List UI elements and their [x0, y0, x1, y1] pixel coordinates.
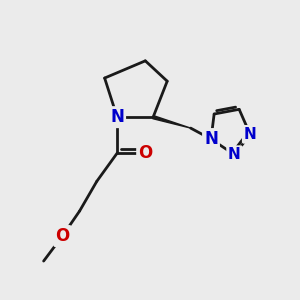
Text: O: O [55, 227, 70, 245]
Text: O: O [138, 144, 152, 162]
Text: N: N [110, 108, 124, 126]
Polygon shape [153, 116, 191, 128]
Text: N: N [228, 147, 241, 162]
Text: N: N [244, 127, 256, 142]
Text: N: N [204, 130, 218, 148]
